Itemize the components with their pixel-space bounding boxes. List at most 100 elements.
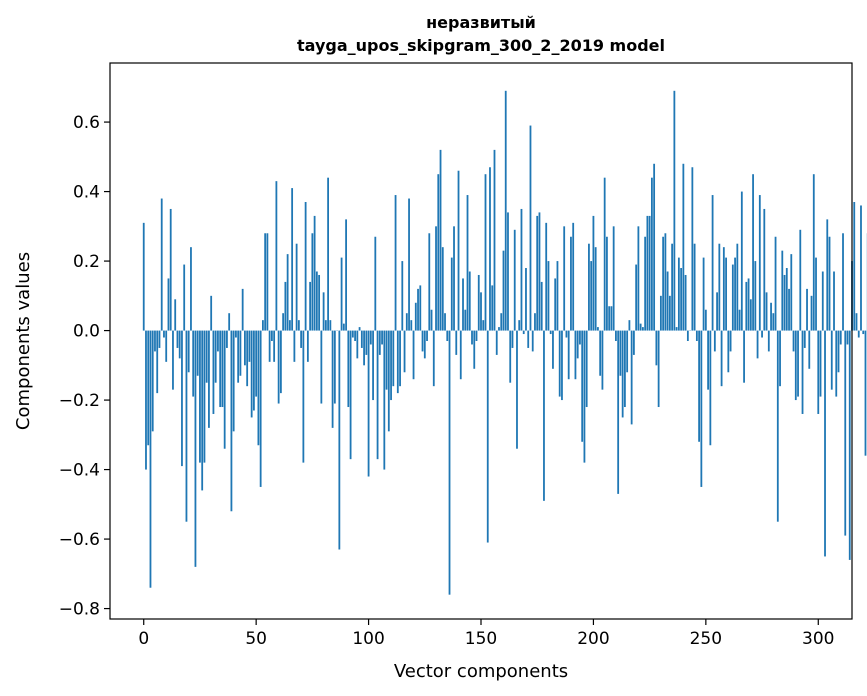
- bar-219: [635, 264, 638, 331]
- bar-31: [212, 330, 215, 414]
- bar-197: [585, 330, 588, 408]
- bar-239: [680, 268, 683, 331]
- y-tick-label: −0.4: [59, 461, 100, 481]
- bar-281: [774, 236, 777, 331]
- plot-frame: [109, 62, 853, 620]
- bar-52: [259, 330, 262, 487]
- bar-208: [610, 306, 613, 331]
- bar-192: [574, 330, 577, 380]
- bar-179: [545, 222, 548, 331]
- bar-117: [405, 313, 408, 331]
- bar-27: [203, 330, 206, 463]
- bar-304: [826, 219, 829, 331]
- bar-60: [277, 330, 280, 404]
- bar-130: [435, 226, 437, 331]
- y-axis-ticks: −0.8 −0.6 −0.4 −0.2 0.0 0.2 0.4 0.6: [59, 113, 110, 620]
- bar-33: [217, 330, 219, 352]
- bar-209: [612, 226, 615, 331]
- bar-138: [453, 226, 455, 331]
- bar-133: [441, 247, 444, 331]
- bar-41: [235, 330, 237, 338]
- bar-111: [392, 330, 395, 387]
- bar-160: [502, 250, 505, 331]
- bar-299: [815, 257, 817, 331]
- bar-200: [592, 215, 595, 331]
- bar-301: [819, 330, 822, 397]
- bar-78: [318, 274, 321, 331]
- bar-76: [313, 215, 316, 331]
- bar-9: [163, 330, 165, 338]
- bar-290: [794, 330, 797, 401]
- bar-109: [387, 330, 390, 432]
- bar-222: [641, 327, 644, 331]
- bar-270: [749, 299, 752, 331]
- bar-307: [833, 271, 835, 331]
- bar-42: [237, 330, 240, 383]
- bar-234: [668, 295, 671, 331]
- bar-310: [839, 330, 842, 345]
- bar-163: [509, 330, 512, 383]
- bar-12: [169, 208, 172, 331]
- bar-210: [615, 330, 617, 341]
- bar-3: [149, 330, 152, 588]
- bar-47: [248, 330, 251, 362]
- bar-101: [369, 330, 372, 345]
- bar-212: [619, 330, 622, 376]
- bar-178: [543, 330, 545, 501]
- bar-309: [837, 330, 840, 373]
- bar-56: [268, 330, 271, 362]
- bar-4: [151, 330, 154, 432]
- bar-92: [349, 330, 352, 460]
- bar-312: [844, 330, 847, 536]
- bar-106: [381, 330, 383, 345]
- bar-214: [624, 330, 626, 408]
- bar-255: [716, 292, 718, 331]
- bar-201: [594, 247, 597, 331]
- bar-51: [257, 330, 260, 446]
- bar-317: [855, 313, 858, 331]
- bar-64: [286, 254, 289, 331]
- bar-189: [567, 330, 570, 380]
- bar-104: [376, 330, 379, 460]
- bar-285: [783, 274, 786, 331]
- bar-184: [556, 261, 559, 331]
- bar-127: [428, 233, 431, 331]
- bar-143: [464, 309, 467, 331]
- bar-185: [558, 330, 561, 397]
- bar-294: [803, 330, 806, 348]
- chart-subtitle: tayga_upos_skipgram_300_2_2019 model: [297, 36, 665, 55]
- bar-258: [722, 247, 725, 331]
- bar-230: [659, 295, 662, 331]
- bar-238: [677, 257, 680, 331]
- bar-220: [637, 226, 640, 331]
- bar-196: [583, 330, 586, 463]
- bar-140: [457, 170, 460, 331]
- bar-16: [178, 330, 181, 359]
- bar-112: [394, 195, 397, 331]
- bar-2: [147, 330, 150, 446]
- bar-289: [792, 330, 795, 352]
- bar-161: [504, 90, 507, 331]
- bar-113: [396, 330, 399, 394]
- bar-151: [482, 320, 485, 331]
- bar-147: [473, 330, 476, 369]
- bar-198: [588, 243, 590, 331]
- bar-235: [671, 243, 674, 331]
- x-axis-label: Vector components: [394, 661, 568, 682]
- bar-231: [662, 236, 665, 331]
- bar-124: [421, 330, 424, 352]
- x-tick-label: 250: [690, 629, 722, 649]
- bar-218: [633, 330, 635, 355]
- bar-164: [511, 330, 514, 348]
- bar-195: [581, 330, 584, 442]
- bar-146: [471, 330, 473, 345]
- bar-45: [244, 330, 246, 366]
- bar-8: [160, 198, 163, 331]
- bar-125: [423, 330, 426, 359]
- bar-180: [547, 261, 550, 331]
- bar-156: [493, 149, 496, 331]
- bar-49: [253, 330, 255, 411]
- bar-246: [695, 330, 698, 341]
- bar-20: [187, 330, 190, 373]
